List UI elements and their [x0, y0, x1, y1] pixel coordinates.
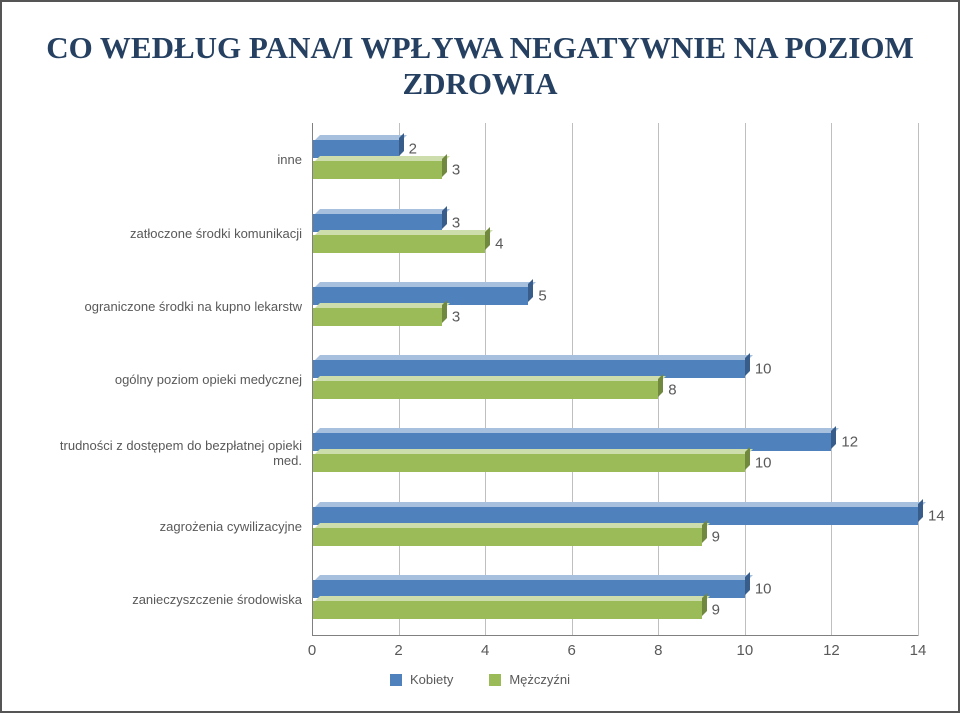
bar: 9: [312, 528, 918, 546]
legend-swatch: [489, 674, 501, 686]
x-tick-label: 2: [394, 642, 402, 659]
bar: 10: [312, 454, 918, 472]
category-label: zatłoczone środki komunikacji: [42, 197, 312, 270]
legend-swatch: [390, 674, 402, 686]
legend-label: Kobiety: [410, 672, 453, 687]
category-label: trudności z dostępem do bezpłatnej opiek…: [42, 416, 312, 489]
legend-item: Mężczyźni: [489, 672, 570, 687]
value-label: 9: [712, 528, 720, 545]
x-tick-label: 6: [568, 642, 576, 659]
bar: 9: [312, 601, 918, 619]
bar: 14: [312, 507, 918, 525]
category-label: zagrożenia cywilizacyjne: [42, 490, 312, 563]
x-tick-label: 12: [823, 642, 840, 659]
legend: Kobiety Mężczyźni: [42, 672, 918, 687]
gridline: [918, 123, 919, 636]
category-label: inne: [42, 123, 312, 196]
chart-title: CO WEDŁUG PANA/I WPŁYWA NEGATYWNIE NA PO…: [42, 30, 918, 101]
value-label: 3: [452, 214, 460, 231]
category-label: ogólny poziom opieki medycznej: [42, 343, 312, 416]
value-label: 8: [668, 382, 676, 399]
bar-group: 10 8: [312, 343, 918, 416]
bar: 3: [312, 308, 918, 326]
bar: 3: [312, 214, 918, 232]
x-tick-label: 0: [308, 642, 316, 659]
value-label: 14: [928, 507, 945, 524]
x-tick-label: 4: [481, 642, 489, 659]
value-label: 3: [452, 308, 460, 325]
value-label: 10: [755, 455, 772, 472]
value-label: 3: [452, 162, 460, 179]
bar: 4: [312, 235, 918, 253]
bar-group: 10 9: [312, 563, 918, 636]
bar-group: 53: [312, 270, 918, 343]
bar-group: 12 10: [312, 416, 918, 489]
plot-area: 2334531081210149109: [312, 123, 918, 636]
x-axis: 02468101214: [42, 636, 918, 666]
value-label: 10: [755, 580, 772, 597]
x-tick-label: 8: [654, 642, 662, 659]
value-label: 9: [712, 601, 720, 618]
value-label: 12: [841, 434, 858, 451]
bar-group: 34: [312, 197, 918, 270]
x-tick-label: 14: [910, 642, 927, 659]
chart: innezatłoczone środki komunikacjiogranic…: [42, 123, 918, 687]
value-label: 5: [538, 287, 546, 304]
bar-group: 149: [312, 490, 918, 563]
bar-group: 23: [312, 123, 918, 196]
category-axis: innezatłoczone środki komunikacjiogranic…: [42, 123, 312, 636]
bar: 8: [312, 381, 918, 399]
value-label: 10: [755, 361, 772, 378]
category-label: zanieczyszczenie środowiska: [42, 563, 312, 636]
legend-label: Mężczyźni: [509, 672, 570, 687]
category-label: ograniczone środki na kupno lekarstw: [42, 270, 312, 343]
slide: CO WEDŁUG PANA/I WPŁYWA NEGATYWNIE NA PO…: [0, 0, 960, 713]
x-tick-label: 10: [737, 642, 754, 659]
bar: 3: [312, 161, 918, 179]
value-label: 4: [495, 235, 503, 252]
legend-item: Kobiety: [390, 672, 453, 687]
